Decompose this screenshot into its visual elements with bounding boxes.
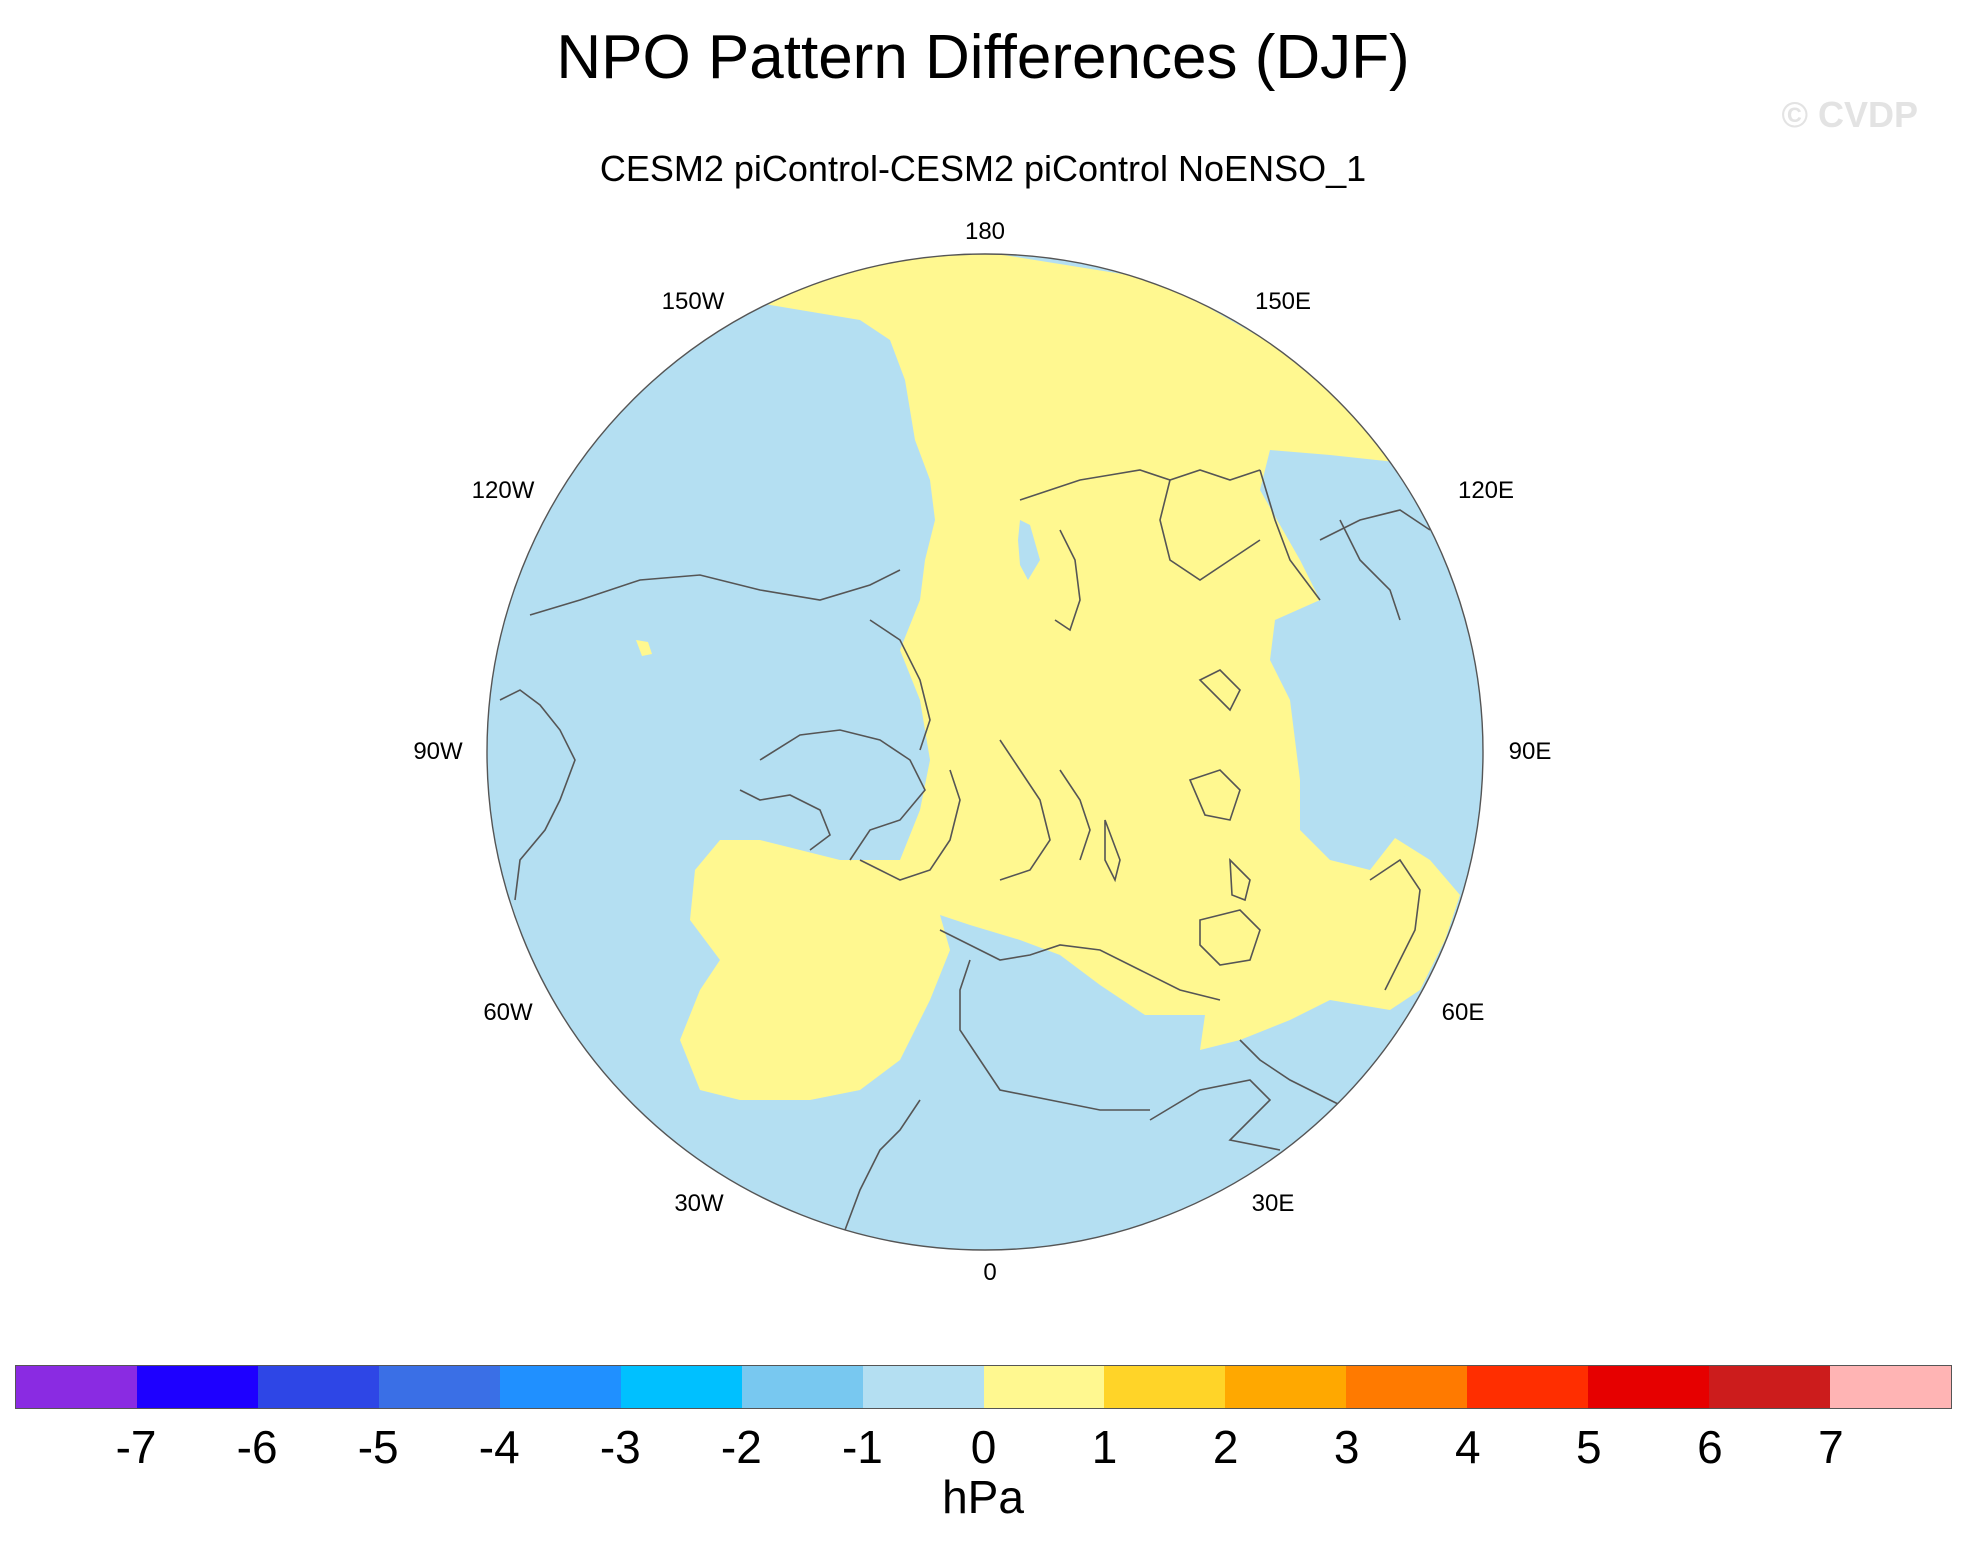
colorbar-tick-label: 0 bbox=[970, 1421, 997, 1473]
chart-subtitle: CESM2 piControl-CESM2 piControl NoENSO_1 bbox=[599, 148, 1367, 189]
map-border bbox=[486, 253, 1484, 1251]
lon-label: 60W bbox=[483, 999, 533, 1026]
colorbar-swatch bbox=[378, 1366, 500, 1408]
colorbar-tick-label: -3 bbox=[599, 1421, 641, 1473]
positive-anomaly-region bbox=[680, 254, 1460, 1100]
negative-anomaly-island bbox=[1387, 710, 1415, 802]
coastlines bbox=[499, 469, 1431, 1231]
lon-label: 90W bbox=[413, 738, 463, 765]
lon-label: 150E bbox=[1254, 288, 1312, 315]
colorbar-swatch bbox=[983, 1366, 1105, 1408]
lon-label: 30W bbox=[674, 1190, 724, 1217]
colorbar-swatch bbox=[1225, 1366, 1347, 1408]
colorbar-swatch bbox=[1830, 1366, 1951, 1408]
colorbar-swatch bbox=[741, 1366, 863, 1408]
lon-label: 30E bbox=[1251, 1190, 1295, 1217]
cvdp-watermark: © CVDP bbox=[1781, 94, 1918, 135]
colorbar-tick-label: 3 bbox=[1333, 1421, 1360, 1473]
colorbar-swatch bbox=[136, 1366, 258, 1408]
colorbar-swatch bbox=[1346, 1366, 1468, 1408]
colorbar-swatch bbox=[1709, 1366, 1831, 1408]
colorbar-tick-label: 6 bbox=[1697, 1421, 1723, 1473]
colorbar-swatch bbox=[620, 1366, 742, 1408]
lon-label: 150W bbox=[661, 288, 725, 315]
lon-label: 90E bbox=[1508, 738, 1552, 765]
colorbar-swatch bbox=[257, 1366, 379, 1408]
negative-anomaly-island bbox=[1018, 520, 1040, 580]
lon-label: 60E bbox=[1441, 999, 1485, 1026]
lon-label: 120W bbox=[471, 477, 535, 504]
colorbar-tick-label: 5 bbox=[1576, 1421, 1602, 1473]
colorbar-tick-label: 1 bbox=[1091, 1421, 1118, 1473]
colorbar-units: hPa bbox=[942, 1471, 1024, 1523]
colorbar-tick-label: 2 bbox=[1212, 1421, 1239, 1473]
colorbar bbox=[15, 1365, 1952, 1409]
colorbar-swatch bbox=[499, 1366, 621, 1408]
colorbar-tick-label: -2 bbox=[720, 1421, 762, 1473]
lon-label: 180 bbox=[964, 218, 1006, 245]
colorbar-tick-label: -6 bbox=[236, 1421, 278, 1473]
colorbar-tick-label: 7 bbox=[1818, 1421, 1844, 1473]
colorbar-tick-label: -4 bbox=[478, 1421, 520, 1473]
colorbar-swatch bbox=[16, 1366, 137, 1408]
lon-label: 120E bbox=[1457, 477, 1515, 504]
colorbar-tick-label: -5 bbox=[357, 1421, 399, 1473]
colorbar-tick-label: -7 bbox=[115, 1421, 157, 1473]
colorbar-swatch bbox=[1588, 1366, 1710, 1408]
colorbar-swatch bbox=[1467, 1366, 1589, 1408]
lon-label: 0 bbox=[983, 1259, 997, 1286]
colorbar-tick-label: 4 bbox=[1454, 1421, 1481, 1473]
colorbar-swatch bbox=[862, 1366, 984, 1408]
colorbar-swatch bbox=[1104, 1366, 1226, 1408]
chart-title: NPO Pattern Differences (DJF) bbox=[556, 23, 1410, 92]
positive-anomaly-island bbox=[636, 640, 652, 656]
colorbar-tick-label: -1 bbox=[841, 1421, 883, 1473]
